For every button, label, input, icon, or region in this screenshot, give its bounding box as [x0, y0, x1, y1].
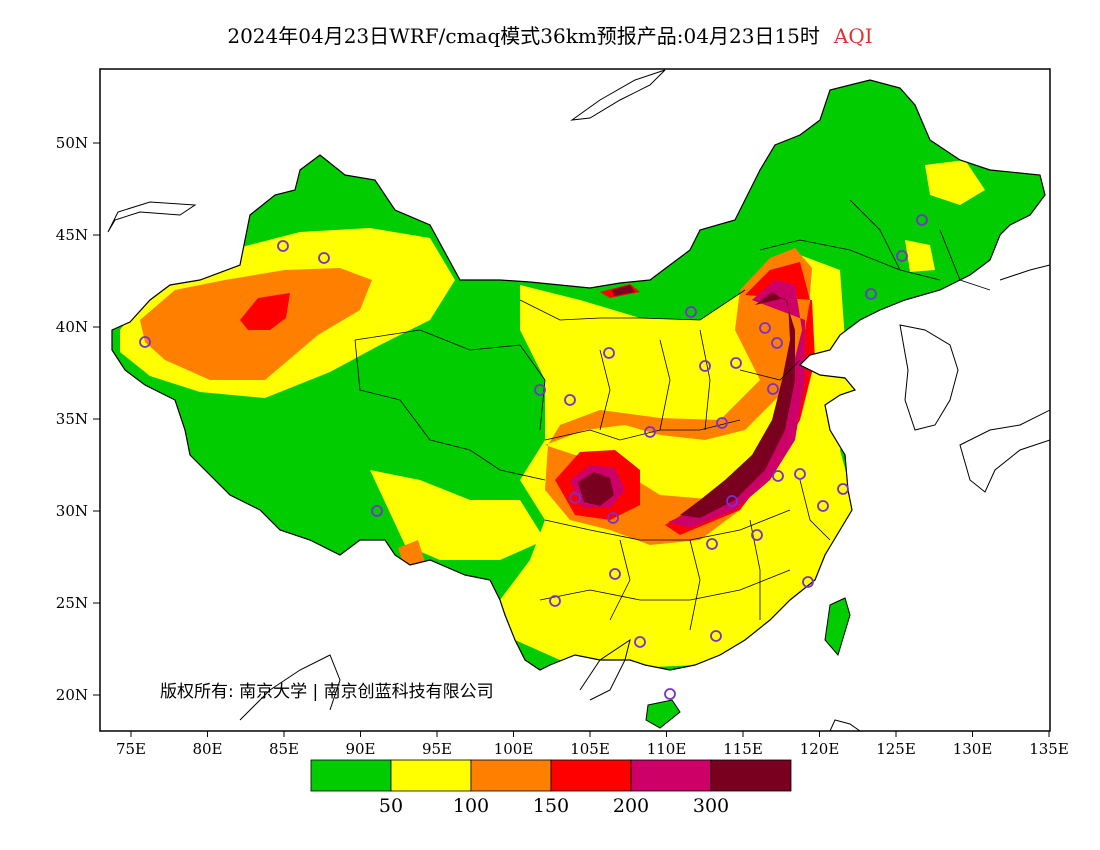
y-tick-label: 50N: [56, 134, 88, 152]
coast-bay-of-bengal: [239, 654, 341, 721]
colorbar-label: 200: [613, 795, 649, 817]
copyright-text: 版权所有: 南京大学 | 南京创蓝科技有限公司: [160, 682, 494, 702]
y-tick-label: 45N: [56, 226, 88, 244]
station-marker: [569, 492, 581, 504]
station-marker: [916, 214, 928, 226]
aqi-zone-red-xinjiang: [240, 293, 290, 330]
coast-lake-baikal: [570, 69, 666, 121]
colorbar-label: 150: [533, 795, 569, 817]
x-tick-label: 100E: [494, 740, 534, 758]
x-tick-label: 85E: [269, 740, 299, 758]
colorbar-swatch: [630, 759, 712, 792]
x-tick-label: 105E: [570, 740, 610, 758]
colorbar-swatch: [710, 759, 792, 792]
y-axis-ticks: 50N 45N 40N 35N 30N 25N 20N: [56, 134, 100, 704]
x-tick-label: 135E: [1029, 740, 1069, 758]
station-marker: [726, 495, 738, 507]
station-marker: [772, 470, 784, 482]
station-marker: [603, 347, 615, 359]
station-marker: [564, 394, 576, 406]
coast-korea: [899, 324, 959, 431]
x-tick-label: 80E: [192, 740, 222, 758]
station-marker: [634, 636, 646, 648]
station-marker: [794, 468, 806, 480]
colorbar-label: 50: [379, 795, 403, 817]
colorbar: 50 100 150 200 300: [310, 759, 792, 817]
aqi-zone-maroon-small: [612, 285, 635, 296]
y-tick-label: 25N: [56, 594, 88, 612]
station-marker: [685, 306, 697, 318]
aqi-zone-maroon-sichuan: [578, 472, 614, 506]
station-marker: [817, 500, 829, 512]
x-tick-label: 125E: [876, 740, 916, 758]
title-main: 2024年04月23日WRF/cmaq模式36km预报产品:04月23日15时: [227, 24, 820, 48]
title-variable: AQI: [833, 24, 873, 48]
x-tick-label: 120E: [800, 740, 840, 758]
aqi-zone-yellow-southwest: [370, 470, 545, 560]
colorbar-label: 300: [693, 795, 729, 817]
x-tick-label: 130E: [953, 740, 993, 758]
x-tick-label: 115E: [723, 740, 763, 758]
aqi-zone-magenta-north: [668, 280, 805, 528]
station-marker: [716, 417, 728, 429]
y-tick-label: 30N: [56, 502, 88, 520]
colorbar-swatch: [390, 759, 472, 792]
station-marker: [534, 384, 546, 396]
coast-vietnam: [579, 638, 631, 701]
station-marker: [139, 336, 151, 348]
colorbar-label: 100: [453, 795, 489, 817]
y-tick-label: 40N: [56, 318, 88, 336]
station-marker: [896, 250, 908, 262]
map-frame: [99, 68, 1051, 732]
colorbar-swatch: [470, 759, 552, 792]
station-markers: [139, 214, 928, 700]
aqi-zone-yellow-northeast-2: [905, 240, 935, 272]
x-tick-label: 90E: [345, 740, 375, 758]
station-marker: [549, 595, 561, 607]
china-outline: [111, 79, 1046, 671]
station-marker: [759, 322, 771, 334]
hainan-island: [645, 699, 681, 729]
aqi-zone-maroon-north: [680, 292, 795, 518]
y-tick-label: 35N: [56, 410, 88, 428]
colorbar-swatch: [550, 759, 632, 792]
station-marker: [664, 688, 676, 700]
province-boundaries: [354, 199, 991, 631]
colorbar-swatch: [310, 759, 392, 792]
neighbor-coastlines: [107, 69, 1050, 731]
taiwan-island: [824, 597, 851, 657]
coast-japan-1: [959, 409, 1050, 493]
coast-east-sea-bottom: [829, 719, 861, 731]
station-marker: [371, 505, 383, 517]
station-marker: [699, 360, 711, 372]
station-marker: [771, 337, 783, 349]
x-tick-label: 75E: [116, 740, 146, 758]
x-axis-ticks: 75E 80E 85E 90E 95E 100E 105E 110E 115E 120E 125E 1…: [116, 731, 1069, 758]
coast-japan-2: [999, 264, 1050, 281]
station-marker: [318, 252, 330, 264]
station-marker: [837, 483, 849, 495]
station-marker: [609, 568, 621, 580]
map-title: 2024年04月23日WRF/cmaq模式36km预报产品:04月23日15时 A…: [0, 20, 1100, 49]
x-tick-label: 95E: [422, 740, 452, 758]
aqi-zone-yellow-northeast: [925, 160, 985, 205]
map-area: [100, 69, 1050, 731]
station-marker: [277, 240, 289, 252]
station-marker: [607, 512, 619, 524]
x-tick-label: 110E: [647, 740, 687, 758]
station-marker: [644, 426, 656, 438]
station-marker: [706, 538, 718, 550]
station-marker: [751, 529, 763, 541]
station-marker: [802, 576, 814, 588]
station-marker: [710, 630, 722, 642]
station-marker: [865, 288, 877, 300]
y-tick-label: 20N: [56, 686, 88, 704]
coast-lake-balkhash: [107, 201, 197, 233]
station-marker: [767, 383, 779, 395]
station-marker: [730, 357, 742, 369]
